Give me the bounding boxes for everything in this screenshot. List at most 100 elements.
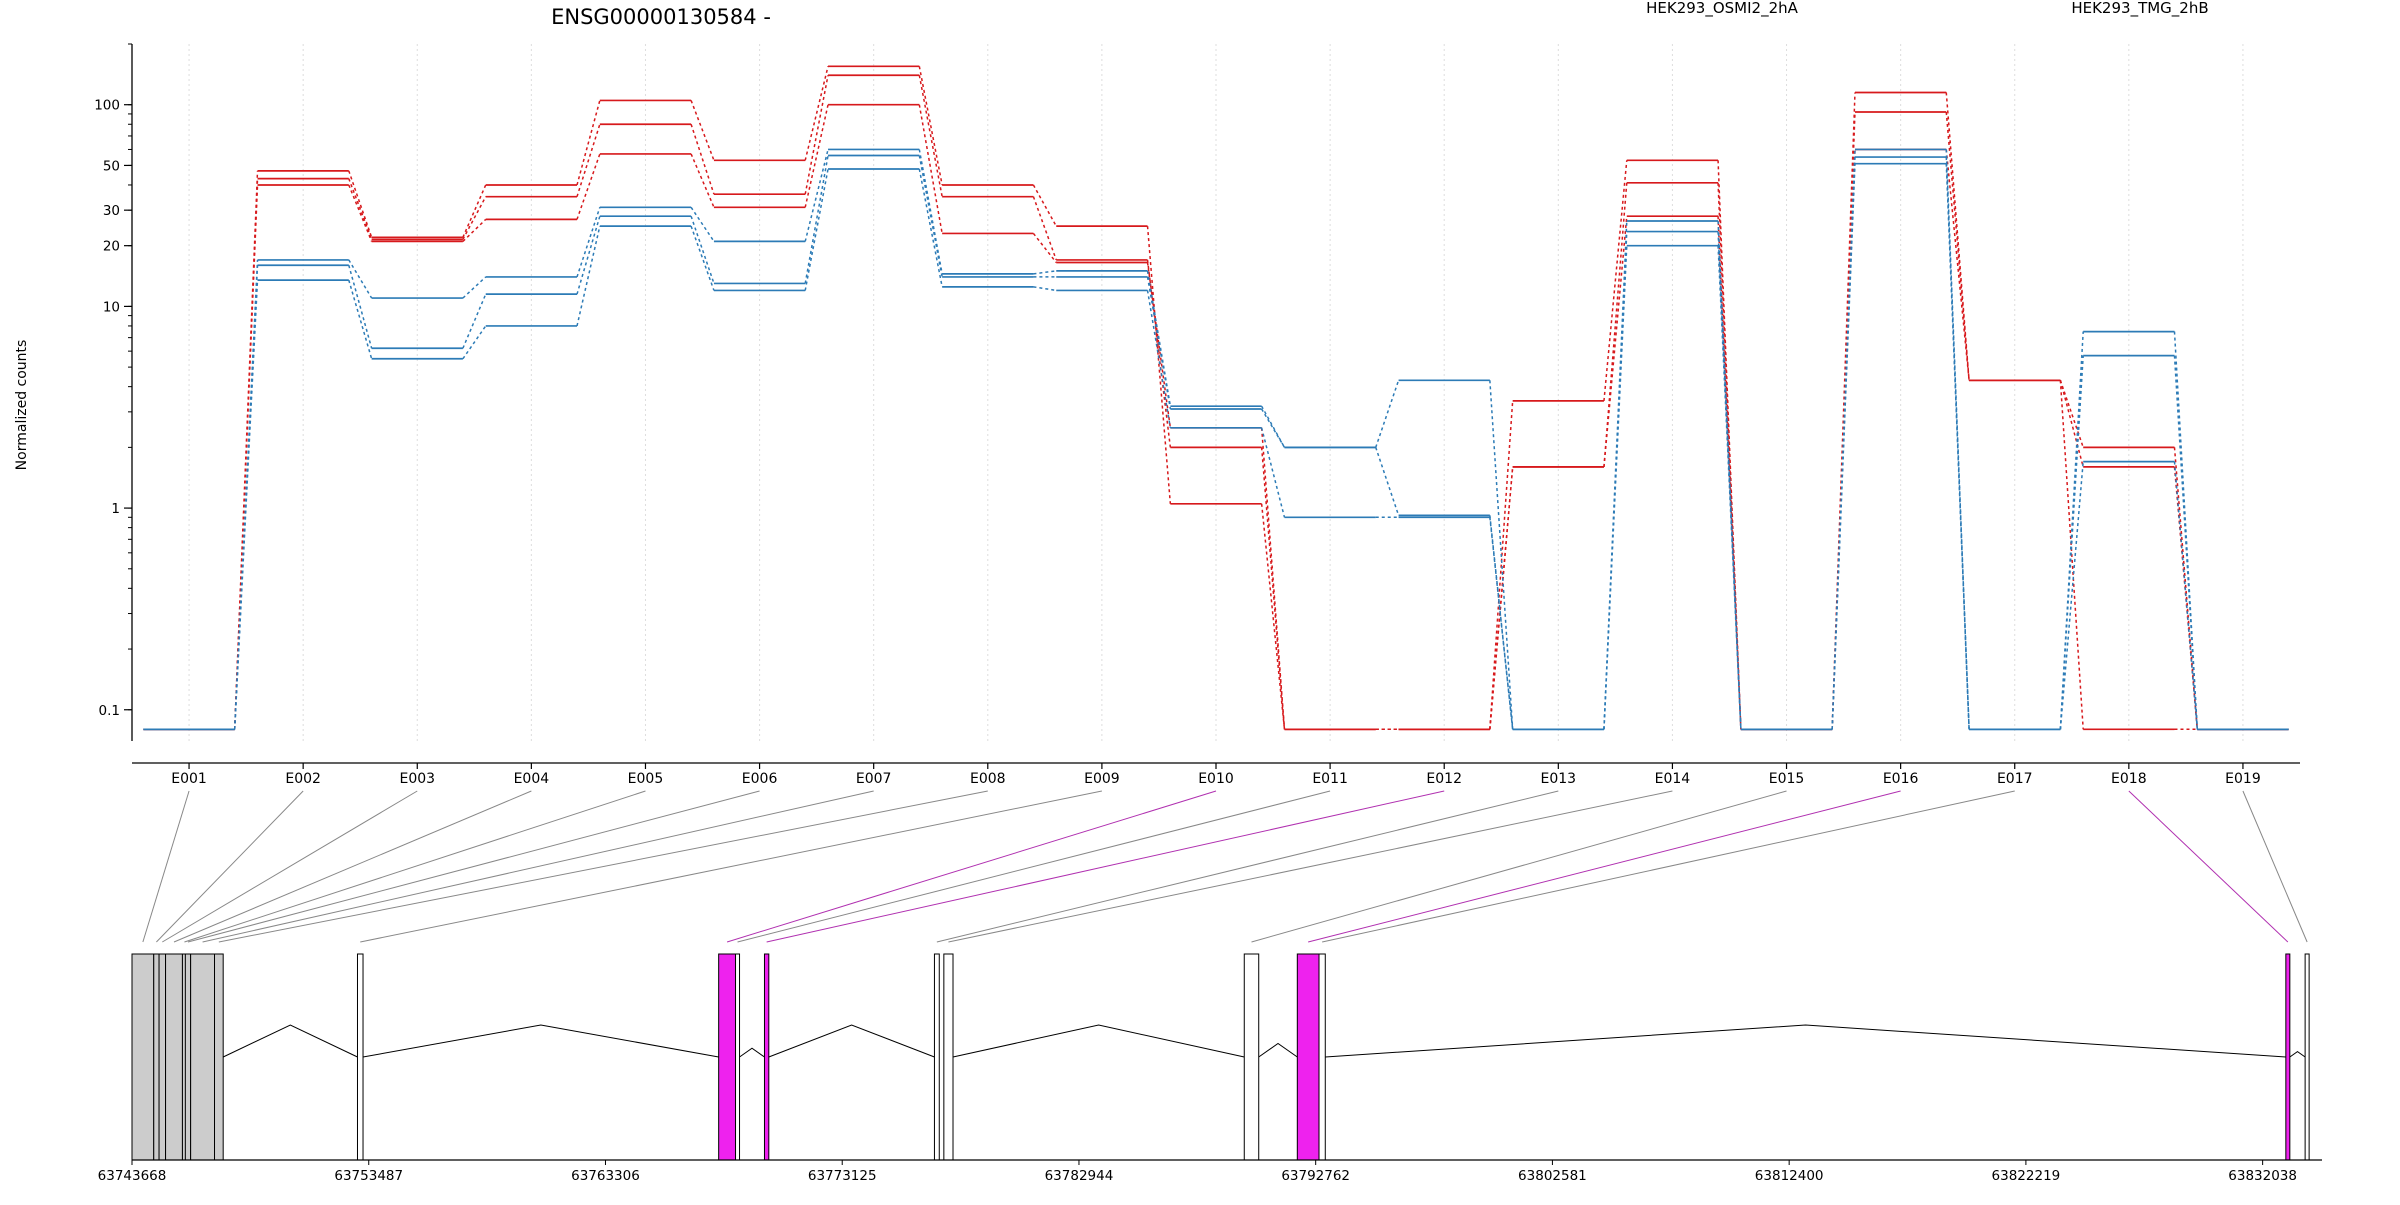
data-transition <box>804 104 829 208</box>
grid-lines <box>188 44 2244 741</box>
data-transition <box>2059 461 2084 730</box>
genomic-axis: 63743668 63753487 63763306 63773125 63782944… <box>98 1159 2322 1184</box>
genomic-tick-label: 63743668 <box>98 1168 167 1184</box>
x-tick-label-e007: E007 <box>856 771 892 787</box>
data-transition <box>1717 182 1742 730</box>
x-tick-label-e006: E006 <box>742 771 778 787</box>
data-transition <box>1260 427 1286 730</box>
data-transition <box>1375 380 1400 448</box>
data-transition <box>1603 216 1628 467</box>
x-tick-label-e016: E016 <box>1883 771 1919 787</box>
exon-block-e007 <box>190 953 216 1161</box>
data-transition <box>2059 380 2084 448</box>
data-transition <box>2059 380 2084 730</box>
data-transition <box>1945 92 1970 381</box>
intron-hat <box>362 1024 719 1058</box>
data-transition <box>1033 270 1057 275</box>
data-transition <box>576 216 601 295</box>
data-transition <box>690 225 715 291</box>
connector-e008 <box>218 790 988 943</box>
x-tick-label-e015: E015 <box>1769 771 1805 787</box>
data-transition <box>1831 163 1856 730</box>
data-transition <box>462 325 487 360</box>
data-transition <box>1603 160 1628 401</box>
genomic-tick-label: 63802581 <box>1518 1168 1587 1184</box>
data-transition <box>576 124 601 197</box>
connector-e016 <box>1308 790 1901 943</box>
exon-block-e006 <box>184 953 192 1161</box>
data-transition <box>690 206 715 242</box>
data-transition <box>1033 286 1057 292</box>
data-transition <box>1260 503 1286 730</box>
exon-block-e002 <box>153 953 160 1161</box>
connector-e003 <box>162 790 418 943</box>
data-transition <box>918 155 943 278</box>
exon-block-e013 <box>933 953 940 1161</box>
genomic-tick-label: 63822219 <box>1992 1168 2061 1184</box>
exon-block-e016 <box>1296 953 1320 1161</box>
series-osmi2-2 <box>143 74 2289 731</box>
exon-block-e018 <box>2285 953 2291 1161</box>
y-tick-label: 30 <box>103 203 120 219</box>
exon-block-e010 <box>718 953 737 1161</box>
connector-e009 <box>360 790 1102 943</box>
connector-e011 <box>737 790 1331 943</box>
intron-hat <box>1325 1024 2286 1058</box>
data-transition <box>2059 355 2084 730</box>
genomic-tick-label: 63763306 <box>571 1168 640 1184</box>
legend-osmi2: HEK293_OSMI2_2hA <box>1646 0 1799 18</box>
genomic-tick-label: 63792762 <box>1281 1168 1350 1184</box>
genomic-tick-label: 63782944 <box>1045 1168 1114 1184</box>
data-transition <box>1489 380 1514 730</box>
data-transition <box>462 184 487 238</box>
data-transition <box>1603 245 1628 730</box>
y-tick-label: 1 <box>111 501 120 517</box>
connector-e015 <box>1251 790 1787 943</box>
x-tick-label-e019: E019 <box>2225 771 2261 787</box>
data-transition <box>576 225 601 327</box>
intron-hat <box>739 1047 765 1058</box>
connector-e005 <box>184 790 646 943</box>
x-tick-label-e003: E003 <box>399 771 435 787</box>
genomic-tick-label: 63832038 <box>2228 1168 2297 1184</box>
data-transition <box>348 279 373 359</box>
data-transition <box>1146 276 1172 410</box>
data-transition <box>576 153 601 220</box>
x-tick-label-e017: E017 <box>1997 771 2033 787</box>
x-tick-label-e004: E004 <box>514 771 550 787</box>
data-transition <box>804 168 829 291</box>
data-transition <box>804 66 829 161</box>
genomic-tick-label: 63812400 <box>1755 1168 1824 1184</box>
data-transition <box>348 265 373 349</box>
connector-e014 <box>948 790 1673 943</box>
data-transition <box>462 218 487 242</box>
data-transition <box>918 75 943 197</box>
data-transition <box>804 149 829 242</box>
x-tick-label-e013: E013 <box>1541 771 1577 787</box>
data-series <box>143 65 2289 731</box>
data-transition <box>1945 163 1970 730</box>
x-tick-label-e014: E014 <box>1655 771 1691 787</box>
exon-block-e008 <box>214 953 224 1161</box>
y-axis-ticks: 0.1 1 10 20 30 50 100 <box>94 43 132 719</box>
data-transition <box>1032 196 1057 261</box>
x-axis-ticks: E001 E002 E003 E004 E005 E006 E007 E008 E009 E010… <box>171 763 2261 787</box>
data-transition <box>1032 232 1057 263</box>
data-transition <box>233 280 259 730</box>
exon-connectors <box>142 790 2308 943</box>
connector-e004 <box>173 790 532 943</box>
chart-title: ENSG00000130584 - <box>551 5 771 29</box>
x-tick-label-e018: E018 <box>2111 771 2147 787</box>
data-transition <box>462 293 487 349</box>
y-tick-label: 0.1 <box>99 703 120 719</box>
data-transition <box>690 215 715 284</box>
genomic-tick-label: 63753487 <box>334 1168 403 1184</box>
x-tick-label-e001: E001 <box>171 771 207 787</box>
exon-block-e015 <box>1243 953 1260 1161</box>
data-transition <box>1945 149 1970 381</box>
connector-e002 <box>156 790 304 943</box>
data-transition <box>1260 408 1286 448</box>
connector-e013 <box>936 790 1559 943</box>
data-transition <box>1260 405 1286 448</box>
